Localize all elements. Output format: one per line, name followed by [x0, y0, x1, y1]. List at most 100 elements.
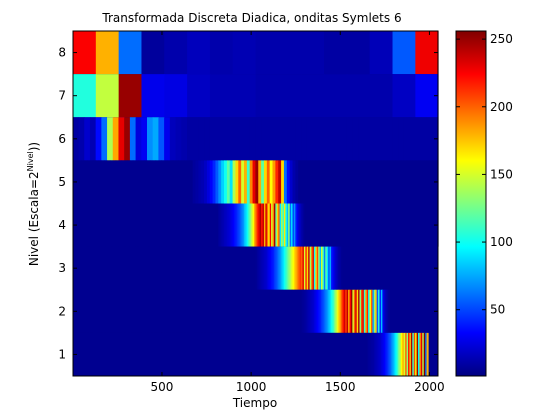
heatmap-cell: [402, 332, 405, 377]
heatmap-cell: [185, 246, 188, 290]
heatmap-cell: [321, 160, 325, 204]
heatmap-cell: [328, 289, 331, 333]
heatmap-cell: [402, 246, 405, 290]
heatmap-cell: [246, 246, 249, 290]
heatmap-cell: [358, 203, 361, 247]
heatmap-cell: [228, 289, 231, 333]
colorbar-tick-label: 150: [490, 167, 513, 181]
heatmap-cell: [428, 289, 431, 333]
heatmap-cell: [114, 289, 117, 333]
heatmap-cell: [420, 203, 423, 247]
heatmap-cell: [168, 246, 171, 290]
heatmap-cell: [355, 203, 358, 247]
heatmap-cell: [262, 289, 265, 333]
heatmap-cell: [182, 203, 185, 247]
heatmap-cell: [121, 246, 124, 290]
heatmap-cell: [428, 203, 431, 247]
heatmap-cell: [375, 203, 378, 247]
heatmap-cell: [301, 117, 308, 161]
heatmap-cell: [295, 160, 299, 204]
heatmap-cell: [331, 246, 334, 290]
heatmap-cell: [366, 160, 371, 204]
heatmap-cell: [224, 332, 227, 377]
heatmap-cell: [255, 117, 262, 161]
heatmap-cell: [372, 203, 375, 247]
heatmap-cell: [352, 117, 359, 161]
heatmap-cell: [338, 289, 341, 333]
heatmap-cell: [234, 289, 237, 333]
heatmap-cell: [87, 203, 90, 247]
heatmap-cell: [420, 332, 423, 377]
heatmap-cell: [225, 246, 228, 290]
heatmap-cell: [172, 203, 175, 247]
heatmap-cell: [369, 74, 394, 118]
heatmap-cell: [363, 160, 368, 204]
heatmap-cell: [253, 203, 257, 247]
heatmap-cell: [292, 203, 295, 247]
heatmap-cell: [389, 289, 392, 333]
heatmap-cell: [423, 289, 426, 333]
heatmap-cell: [292, 160, 296, 204]
heatmap-cell: [352, 289, 355, 333]
heatmap-cell: [415, 332, 418, 377]
heatmap-cell: [416, 246, 419, 290]
heatmap-cell: [379, 246, 382, 290]
heatmap-cell: [273, 203, 276, 247]
heatmap-cell: [323, 246, 326, 290]
heatmap-cell: [405, 332, 408, 377]
heatmap-cell: [121, 203, 124, 247]
heatmap-cell: [159, 246, 162, 290]
heatmap-cell: [181, 332, 184, 377]
heatmap-cell: [302, 289, 305, 333]
y-tick-label: 2: [58, 304, 66, 318]
heatmap-cell: [262, 332, 265, 377]
heatmap-cell: [88, 246, 91, 290]
heatmap-cell: [108, 289, 111, 333]
heatmap-cell: [342, 203, 345, 247]
heatmap-cell: [318, 246, 321, 290]
heatmap-cell: [269, 289, 272, 333]
heatmap-cell: [333, 289, 336, 333]
heatmap-cell: [389, 160, 393, 204]
heatmap-cell: [221, 289, 224, 333]
heatmap-cell: [175, 332, 178, 377]
heatmap-cell: [205, 203, 208, 247]
heatmap-cell: [208, 289, 211, 333]
heatmap-cell: [383, 246, 386, 290]
heatmap-cell: [109, 160, 114, 204]
heatmap-cell: [224, 246, 227, 290]
heatmap-cell: [272, 160, 276, 204]
heatmap-cell: [403, 203, 406, 247]
heatmap-cell: [291, 289, 294, 333]
heatmap-cell: [202, 203, 205, 247]
heatmap-cell: [268, 246, 271, 290]
heatmap-cell: [158, 246, 161, 290]
heatmap-cell: [236, 203, 239, 247]
heatmap-cell: [122, 203, 125, 247]
heatmap-cell: [212, 160, 217, 204]
heatmap-cell: [415, 74, 439, 118]
heatmap-cell: [159, 203, 162, 247]
heatmap-cell: [252, 203, 255, 247]
heatmap-cell: [382, 203, 385, 247]
heatmap-cell: [232, 289, 235, 333]
heatmap-cell: [291, 203, 294, 247]
heatmap-cell: [118, 289, 121, 333]
colorbar-tick-label: 200: [490, 100, 513, 114]
heatmap-cell: [428, 246, 431, 290]
heatmap-cell: [249, 117, 257, 161]
heatmap-cell: [101, 160, 105, 204]
heatmap-cell: [78, 246, 81, 290]
heatmap-cell: [236, 289, 239, 333]
heatmap-cell: [155, 160, 160, 204]
heatmap-cell: [178, 289, 181, 333]
heatmap-cell: [199, 246, 202, 290]
heatmap-cell: [152, 332, 155, 377]
heatmap-cell: [229, 246, 232, 290]
heatmap-cell: [306, 203, 309, 247]
heatmap-cell: [152, 203, 155, 247]
heatmap-cell: [419, 203, 422, 247]
heatmap-cell: [343, 246, 346, 290]
heatmap-cell: [350, 246, 354, 290]
heatmap-cell: [301, 31, 325, 75]
